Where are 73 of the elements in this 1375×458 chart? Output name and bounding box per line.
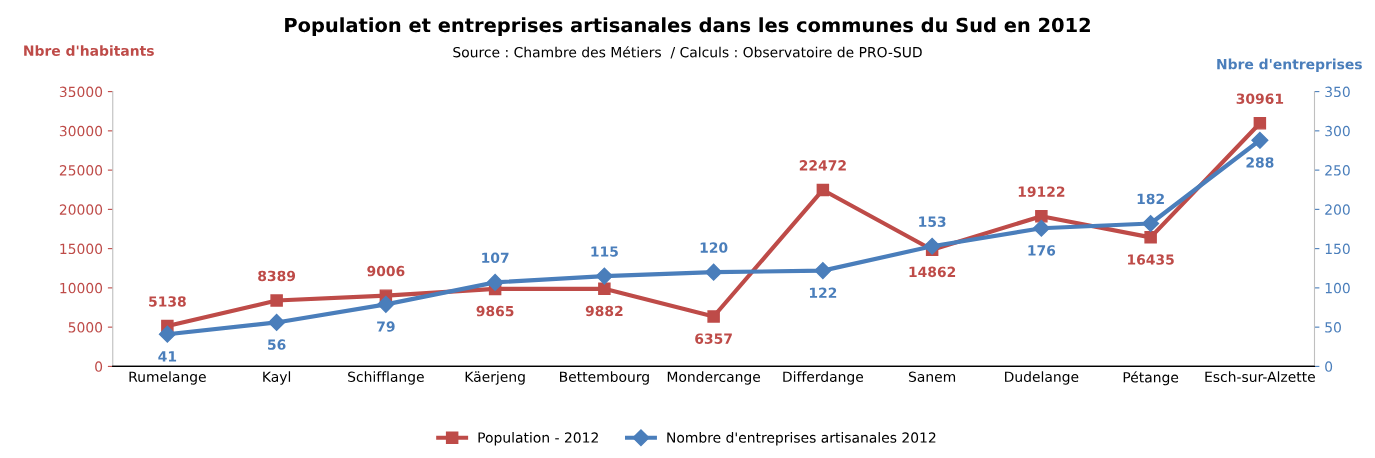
data-label: 9865 [476,305,514,317]
data-label: 9006 [367,265,405,277]
chart-title: Population et entreprises artisanales dans les communes du Sud en 2012 [285,17,1090,37]
point [707,310,720,323]
x-tick-label: Pétange [1123,371,1179,386]
y-tick-label: 10000 [60,282,103,294]
y-tick-label: 20000 [59,204,103,215]
y2-tick-label: 250 [1325,165,1350,176]
data-label: 8389 [258,270,296,282]
point [1035,210,1048,223]
y-axis-title: Nbre d'habitants [24,45,154,56]
point [158,325,176,343]
y-tick-label: 15000 [60,243,103,255]
data-label: 9882 [585,305,623,317]
point [377,295,395,313]
x-tick-label: Kayl [263,371,291,385]
y2-tick-label: 100 [1325,282,1350,294]
x-tick-label: Dudelange [1005,371,1079,385]
data-label: 153 [919,216,946,227]
y2-axis-title: Nbre d'entreprises [1217,58,1362,73]
point [595,267,613,285]
x-tick-label: Rumelange [129,371,206,385]
point [705,263,723,281]
data-label: 6357 [695,333,732,344]
chart-subtitle: Source : Chambre des Métiers / Calculs : Observatoire de PRO-SUD [453,46,922,59]
x-tick-label: Schifflange [348,371,424,385]
data-label: 56 [268,339,286,350]
data-label: 16435 [1128,254,1174,265]
y2-tick-label: 200 [1325,204,1350,215]
data-label: 120 [700,242,728,253]
data-label: 107 [482,252,509,264]
data-label: 22472 [799,160,846,171]
point [268,313,286,331]
point [1144,231,1157,244]
point [1251,131,1269,149]
point [923,237,941,255]
y-tick-label: 30000 [59,125,103,137]
y-tick-label: 5000 [68,322,103,333]
x-tick-label: Differdange [783,371,864,385]
y2-tick-label: 300 [1325,125,1350,137]
point [486,273,504,291]
y-tick-label: 0 [95,361,103,372]
data-label: 30961 [1236,93,1284,104]
point [816,183,830,197]
point [598,282,611,296]
y2-tick-label: 50 [1325,322,1341,333]
data-label: 5138 [149,296,186,307]
x-tick-label: Bettembourg [560,371,649,385]
data-label: 14862 [909,266,956,278]
point [1032,219,1050,237]
data-label: 122 [809,287,837,298]
point [270,294,283,307]
point [1253,117,1267,130]
legend-label: Population - 2012 [478,432,598,446]
data-label: 176 [1028,245,1056,256]
y-tick-label: 35000 [59,86,103,98]
point [1142,214,1160,233]
data-label: 41 [158,351,177,362]
data-label: 19122 [1018,186,1065,197]
x-tick-label: Mondercange [667,371,761,385]
y2-tick-label: 0 [1325,361,1333,372]
data-label: 79 [377,321,395,332]
legend-label: Nombre d'entreprises artisanales 2012 [667,432,936,446]
x-tick-label: Esch-sur-Alzette [1205,371,1315,383]
data-label: 115 [591,246,618,257]
point [814,262,832,280]
x-tick-label: Käerjeng [465,371,525,385]
x-tick-label: Sanem [908,371,956,383]
data-label: 288 [1246,157,1274,168]
y2-tick-label: 350 [1325,86,1350,98]
y-tick-label: 25000 [59,165,103,176]
y2-tick-label: 150 [1325,243,1350,255]
data-label: 182 [1137,193,1164,205]
